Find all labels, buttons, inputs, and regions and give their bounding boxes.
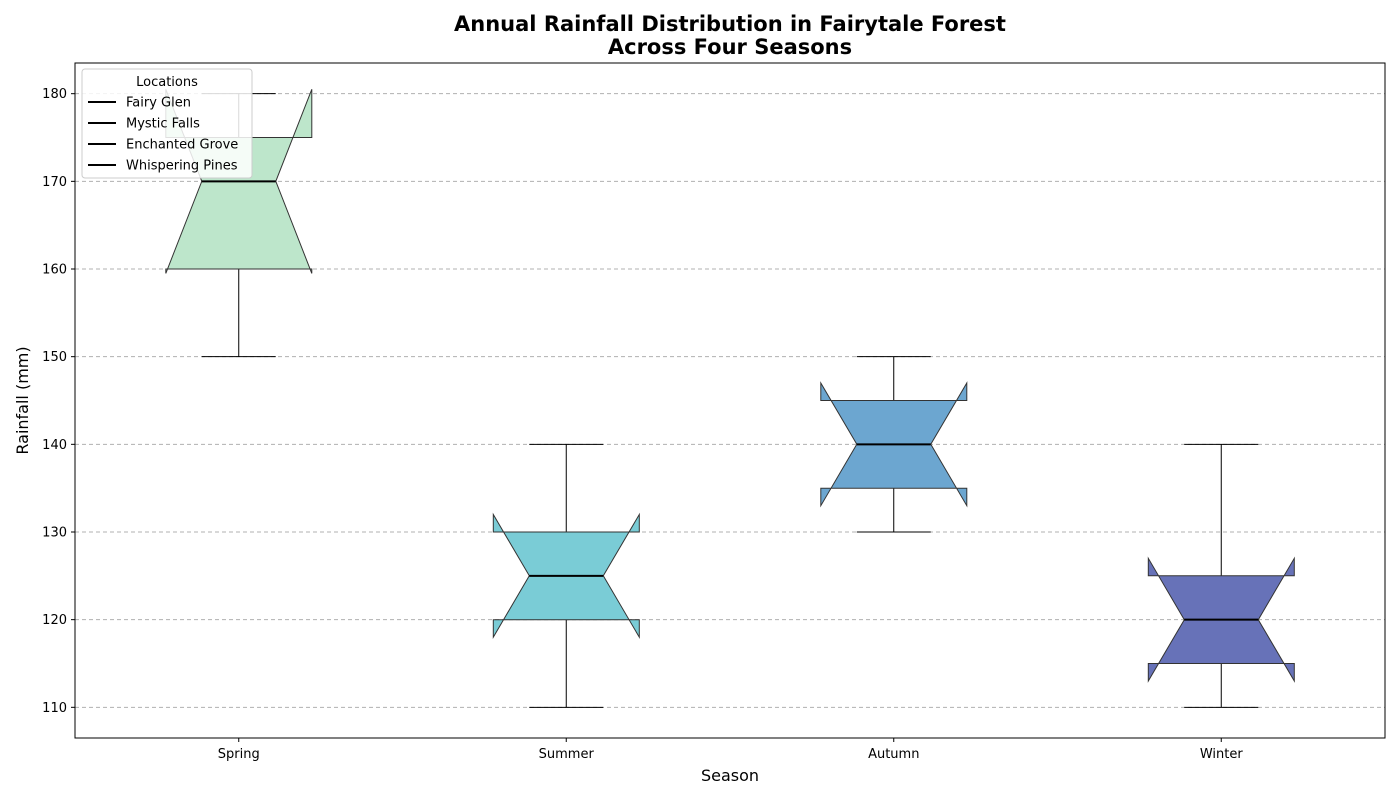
legend-entry: Mystic Falls [126,117,200,132]
box-autumn [820,356,968,533]
y-tick-label: 170 [42,175,67,190]
legend-frame [81,68,253,179]
y-axis-label: Rainfall (mm) [13,346,32,454]
x-tick-label: Autumn [868,747,919,762]
x-tick-label: Spring [218,747,260,762]
x-tick-label: Summer [539,747,595,762]
chart-title: Annual Rainfall Distribution in Fairytal… [454,12,1006,59]
box-summer [492,443,640,708]
y-tick-label: 140 [42,438,67,453]
y-tick-label: 150 [42,350,67,365]
chart-title-line: Annual Rainfall Distribution in Fairytal… [454,12,1006,36]
plot-frame [74,62,1386,739]
box-winter [1147,443,1295,708]
x-axis: Spring Summer Autumn Winter [218,738,1244,762]
legend-title: Locations [136,75,198,90]
chart-title-line: Across Four Seasons [608,35,852,59]
legend: Locations Fairy Glen Mystic Falls Enchanted… [81,68,253,179]
y-tick-label: 110 [42,701,67,716]
grid-lines [75,93,1385,708]
legend-entry: Whispering Pines [126,159,238,174]
box-series [165,89,1295,708]
y-tick-label: 120 [42,613,67,628]
y-tick-label: 180 [42,87,67,102]
legend-entry: Fairy Glen [126,96,191,111]
legend-entry: Enchanted Grove [126,138,238,153]
y-axis: 110 120 130 140 150 160 170 180 [42,87,75,716]
x-tick-label: Winter [1200,747,1244,762]
x-axis-label: Season [701,766,759,785]
y-tick-label: 160 [42,263,67,278]
y-tick-label: 130 [42,525,67,540]
